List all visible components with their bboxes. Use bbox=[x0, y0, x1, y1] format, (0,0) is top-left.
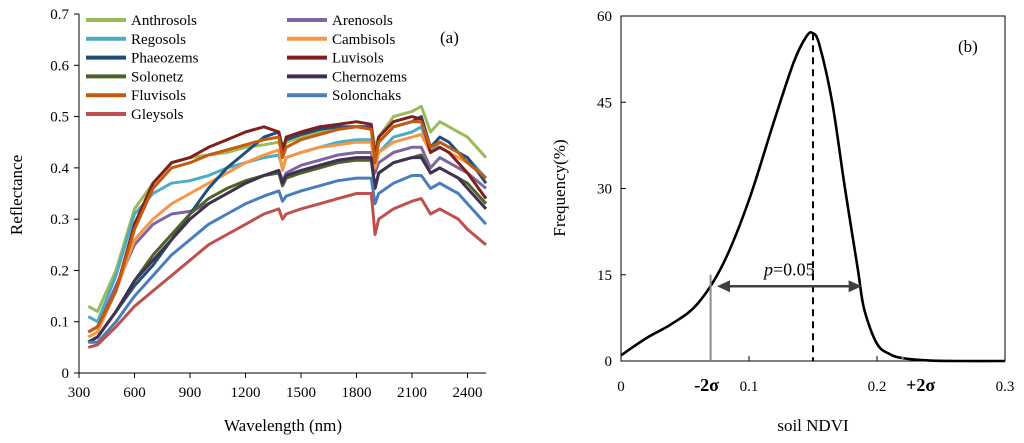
series-line-gleysols bbox=[87, 192, 487, 349]
panel-a-x-tick-label: 600 bbox=[123, 385, 146, 401]
panel-a-y-tick-label: 0.3 bbox=[50, 212, 69, 228]
panel-b-y-axis-title: Frequency(%) bbox=[550, 139, 569, 236]
panel-a-y-tick-label: 0.4 bbox=[50, 161, 69, 177]
panel-b-label: (b) bbox=[958, 37, 978, 56]
frequency-curve bbox=[620, 30, 1006, 363]
panel-b-annotations: -2σ +2σ p=0.05 bbox=[694, 33, 935, 395]
panel-a-x-axis-title: Wavelength (nm) bbox=[224, 416, 342, 435]
legend-label-regosols: Regosols bbox=[131, 32, 186, 48]
legend-label-cambisols: Cambisols bbox=[332, 32, 396, 48]
panel-b-y-tick-label: 45 bbox=[597, 95, 612, 111]
p-value-label: p=0.05 bbox=[762, 259, 815, 279]
panel-a-x-tick-label: 1200 bbox=[231, 385, 261, 401]
series-line-chernozems bbox=[87, 156, 488, 344]
panel-a-x-tick-label: 1800 bbox=[342, 385, 372, 401]
panel-a-x-tick-label: 900 bbox=[179, 385, 202, 401]
sigma-label-plus: +2σ bbox=[906, 375, 935, 395]
panel-a-x-tick-label: 2100 bbox=[397, 385, 427, 401]
sigma-label-minus: -2σ bbox=[694, 375, 719, 395]
panel-b-x-tick-label: 0.2 bbox=[868, 379, 887, 395]
panel-a-reflectance-chart: 300 600 900 1200 1500 1800 2100 2400 0 0.1 0.2 0.3 0… bbox=[7, 7, 488, 435]
panel-a-x-tick-label: 1500 bbox=[286, 385, 316, 401]
panel-a-series-lines bbox=[87, 104, 488, 349]
panel-b-x-tick-label: 0 bbox=[617, 379, 625, 395]
legend-label-phaeozems: Phaeozems bbox=[131, 51, 199, 67]
panel-a-y-tick-label: 0.2 bbox=[50, 263, 69, 279]
legend-label-solonchaks: Solonchaks bbox=[332, 88, 401, 104]
legend-label-anthrosols: Anthrosols bbox=[131, 13, 197, 29]
panel-a-y-tick-label: 0.1 bbox=[50, 315, 69, 331]
panel-b-ndvi-distribution: 0 0.1 0.2 0.3 0 15 30 45 60 -2σ +2σ p=0.05 (b) soi… bbox=[550, 9, 1014, 435]
panel-a-legend: Anthrosols Arenosols Regosols Cambisols Phae… bbox=[86, 13, 407, 123]
panel-b-y-tick-label: 15 bbox=[597, 268, 612, 284]
panel-b-y-tick-label: 30 bbox=[597, 182, 612, 198]
legend-label-luvisols: Luvisols bbox=[332, 51, 384, 67]
series-line-arenosols bbox=[87, 145, 487, 334]
panel-a-y-tick-label: 0.7 bbox=[50, 7, 69, 23]
legend-label-arenosols: Arenosols bbox=[332, 13, 393, 29]
panel-a-y-axis-title: Reflectance bbox=[7, 155, 26, 235]
panel-b-y-tick-label: 60 bbox=[597, 9, 612, 25]
legend-label-solonetz: Solonetz bbox=[131, 69, 184, 85]
panel-a-axes bbox=[78, 14, 486, 374]
panel-a-ticks: 300 600 900 1200 1500 1800 2100 2400 0 0.1 0.2 0.3 0… bbox=[50, 7, 482, 401]
panel-b-x-tick-label: 0.3 bbox=[996, 379, 1015, 395]
panel-b-x-tick-label: 0.1 bbox=[740, 379, 759, 395]
panel-a-x-tick-label: 2400 bbox=[453, 385, 483, 401]
panel-a-label: (a) bbox=[440, 28, 459, 47]
panel-b-y-tick-label: 0 bbox=[605, 354, 613, 370]
panel-b-curve-group bbox=[620, 30, 1006, 363]
legend-label-chernozems: Chernozems bbox=[332, 69, 407, 85]
interval-arrowhead-right bbox=[848, 280, 862, 293]
series-line-fluvisols bbox=[87, 120, 487, 334]
panel-a-x-tick-label: 300 bbox=[68, 385, 91, 401]
legend-label-gleysols: Gleysols bbox=[131, 107, 184, 123]
panel-a-y-tick-label: 0 bbox=[62, 366, 70, 382]
panel-a-y-tick-label: 0.6 bbox=[50, 58, 69, 74]
interval-arrowhead-left bbox=[717, 280, 730, 293]
panel-b-x-axis-title: soil NDVI bbox=[777, 416, 849, 435]
panel-a-y-tick-label: 0.5 bbox=[50, 110, 69, 126]
series-line-solonchaks bbox=[88, 174, 488, 344]
panel-b-ticks: 0 0.1 0.2 0.3 0 15 30 45 60 bbox=[597, 9, 1014, 395]
legend-label-fluvisols: Fluvisols bbox=[131, 88, 186, 104]
series-line-luvisols bbox=[87, 115, 488, 334]
